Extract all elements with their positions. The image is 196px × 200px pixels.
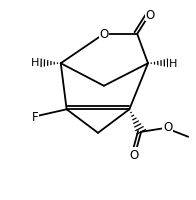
Text: H: H [169, 59, 177, 69]
Text: F: F [32, 110, 39, 123]
Text: O: O [130, 148, 139, 161]
Text: H: H [31, 58, 39, 68]
Text: O: O [163, 121, 172, 134]
Text: O: O [99, 28, 109, 41]
Text: O: O [145, 9, 155, 22]
